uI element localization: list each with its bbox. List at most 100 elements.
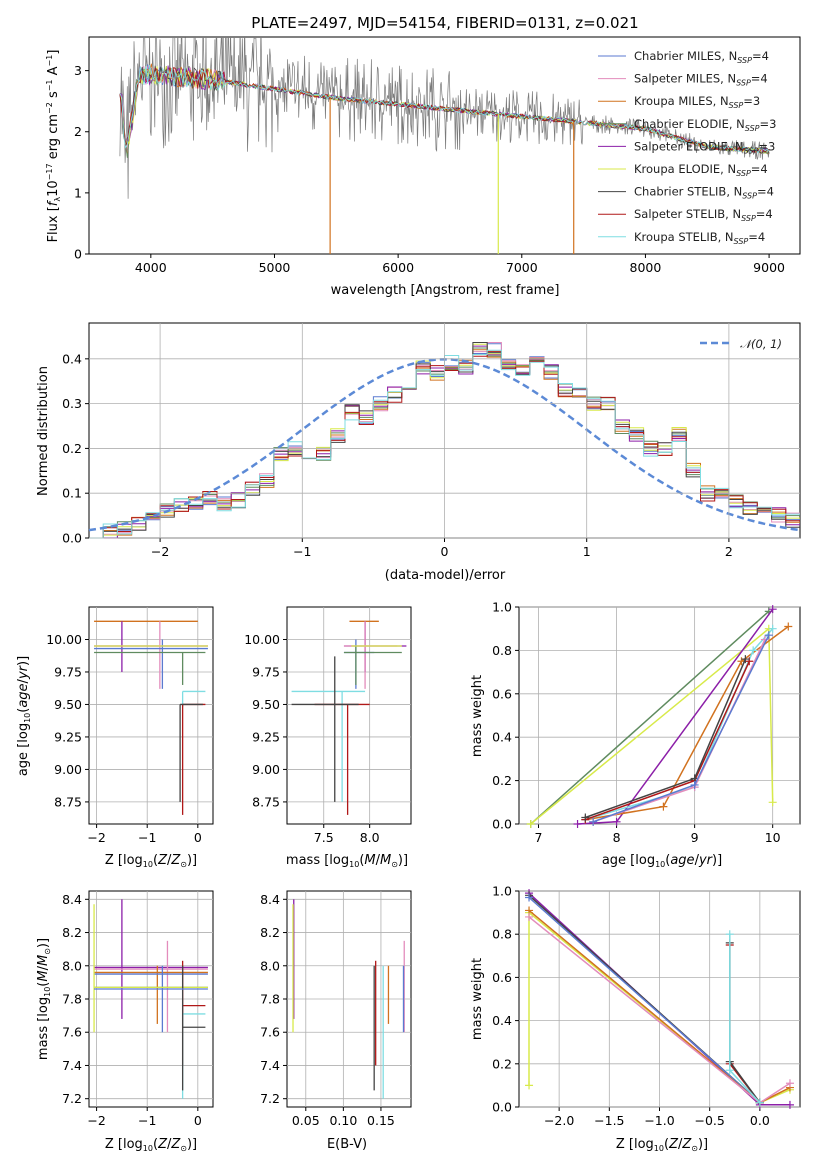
- tick-label-x: 4000: [135, 260, 167, 275]
- tick-label-y: 7.6: [260, 1025, 280, 1040]
- legend-label-2: Kroupa MILES, NSSP=3: [634, 94, 760, 110]
- mw-marker-5-0: [525, 912, 534, 921]
- tick-label-y: 9.25: [252, 729, 280, 744]
- spectrum-frame: [88, 36, 801, 255]
- legend-label-4: Salpeter ELODIE, NSSP=3: [634, 139, 775, 155]
- legend-label-0: Chabrier MILES, NSSP=4: [634, 49, 769, 65]
- tick-label-y: 7.2: [62, 1091, 82, 1106]
- mw-Z-xlabel: Z [log10(Z/Z⊙)]: [616, 1137, 708, 1153]
- mw-marker-4-3: [768, 624, 777, 633]
- tick-label-y: 7.2: [260, 1091, 280, 1106]
- tick-label-y: 8.75: [252, 794, 280, 809]
- mw-marker-5-2: [785, 1079, 794, 1088]
- age-mass-plot: 7.5 8.0 8.75 9.00 9.25 9.50 9.75 10.00: [244, 607, 411, 845]
- mw-marker-2-0: [573, 820, 582, 828]
- tick-label-x: 0: [194, 830, 202, 845]
- tick-label-x: 6000: [382, 260, 414, 275]
- mw-Z-plot: −2.0 −1.5 −1.0 −0.5 0.0 0.0 0.2 0.4 0.6 0.8 1.0: [492, 884, 800, 1128]
- tick-label-y: 8.4: [62, 892, 82, 907]
- histogram-ylabel: Normed distribution: [36, 366, 51, 496]
- legend-label-6: Chabrier STELIB, NSSP=4: [634, 185, 774, 201]
- spectrum-title: PLATE=2497, MJD=54154, FIBERID=0131, z=0…: [251, 14, 638, 32]
- mw-marker-1-0: [526, 820, 535, 828]
- residual-histogram-panel: −2 −1 0 1 2 0.0 0.1 0.2 0.3 0.4 (data-model)/erro…: [36, 322, 801, 583]
- tick-label-x: −1.5: [594, 1113, 624, 1128]
- mass-Z-ylabel: mass [log10(M/M⊙)]: [36, 938, 52, 1060]
- tick-label-y: 0.2: [492, 1056, 512, 1071]
- mw-marker-6-2: [741, 655, 750, 664]
- mw-line-2: [528, 896, 761, 1104]
- histogram-xlabel: (data-model)/error: [385, 568, 506, 583]
- tick-label-x: −0.5: [694, 1113, 724, 1128]
- mass-Z-xlabel: Z [log10(Z/Z⊙)]: [105, 1137, 197, 1153]
- tick-label-y: 8.75: [54, 794, 82, 809]
- tick-label-x: −2: [87, 1113, 105, 1128]
- mass-Z-plot: −2 −1 0 7.2 7.4 7.6 7.8 8.0 8.2 8.4: [62, 891, 213, 1128]
- tick-label-y: 9.00: [252, 762, 280, 777]
- mw-marker-3-3: [784, 622, 793, 631]
- tick-label-y: 1.0: [492, 600, 512, 615]
- legend-label-7: Salpeter STELIB, NSSP=4: [634, 207, 773, 223]
- legend-label-8: Kroupa STELIB, NSSP=4: [634, 230, 765, 246]
- tick-label-y: 0.2: [62, 441, 82, 456]
- tick-label-y: 9.50: [252, 697, 280, 712]
- tick-label-y: 1.0: [492, 884, 512, 899]
- tick-label-x: −1: [138, 1113, 156, 1128]
- tick-label-x: 8000: [630, 260, 662, 275]
- tick-label-y: 8.0: [62, 958, 82, 973]
- tick-label-y: 8.2: [62, 925, 82, 940]
- tick-label-y: 8.4: [260, 892, 280, 907]
- histogram-axes: −2 −1 0 1 2 0.0 0.1 0.2 0.3 0.4: [62, 323, 800, 559]
- mw-age-ylabel: mass weight: [470, 675, 485, 757]
- legend-normal-label: 𝒩(0, 1): [740, 337, 782, 351]
- mw-marker-3-1: [659, 802, 668, 811]
- age-vs-Z-panel: −2 −1 0 8.75 9.00 9.25 9.50 9.75 10.00 Z [log10(…: [16, 606, 214, 869]
- tick-label-x: 7: [535, 830, 543, 845]
- mass-weight-vs-age-panel: 7 8 9 10 0.0 0.2 0.4 0.6 0.8 1.0 age [log10(age/y…: [470, 600, 801, 869]
- age-mass-xlabel: mass [log10(M/M⊙)]: [286, 853, 408, 869]
- mw-age-plot: 7 8 9 10 0.0 0.2 0.4 0.6 0.8 1.0: [492, 600, 800, 845]
- tick-label-y: 0.8: [492, 927, 512, 942]
- tick-label-y: 7.8: [260, 992, 280, 1007]
- mass-ebv-xlabel: E(B-V): [327, 1137, 367, 1152]
- tick-label-x: 0: [194, 1113, 202, 1128]
- legend-label-3: Chabrier ELODIE, NSSP=3: [634, 117, 776, 133]
- mw-marker-8-0: [589, 817, 598, 826]
- tick-label-y: 8.0: [260, 958, 280, 973]
- tick-label-x: 0.15: [367, 1113, 395, 1128]
- tick-label-x: −2: [151, 544, 169, 559]
- mw-line-8: [592, 634, 770, 823]
- mass-vs-ebv-panel: 0.05 0.10 0.15 7.2 7.4 7.6 7.8 8.0 8.2 8.4 E(B-V): [260, 890, 412, 1152]
- tick-label-x: −1: [138, 830, 156, 845]
- tick-label-y: 7.4: [62, 1058, 82, 1073]
- tick-label-y: 3: [74, 63, 82, 78]
- tick-label-x: 2: [725, 544, 733, 559]
- tick-label-y: 0.4: [492, 1013, 512, 1028]
- tick-label-x: 1: [583, 544, 591, 559]
- mw-marker-2-0: [525, 893, 534, 902]
- spectrum-legend: Chabrier MILES, NSSP=4 Salpeter MILES, NS…: [598, 49, 776, 246]
- age-Z-plot: −2 −1 0 8.75 9.00 9.25 9.50 9.75 10.00: [46, 607, 213, 845]
- tick-label-y: 1: [74, 185, 82, 200]
- tick-label-x: 7.5: [314, 830, 334, 845]
- mw-age-xlabel: age [log10(age/yr)]: [602, 853, 722, 869]
- tick-label-x: 0.10: [329, 1113, 357, 1128]
- model-line-8: [119, 65, 770, 154]
- tick-label-y: 9.25: [54, 729, 82, 744]
- tick-label-x: 10: [765, 830, 781, 845]
- mw-line-8: [729, 934, 761, 1104]
- mw-line-6: [585, 658, 747, 819]
- tick-label-x: 8.0: [360, 830, 380, 845]
- tick-label-x: 0.0: [750, 1113, 770, 1128]
- tick-label-y: 9.75: [252, 664, 280, 679]
- legend-label-1: Salpeter MILES, NSSP=4: [634, 72, 768, 88]
- age-mass-frame: [286, 606, 412, 825]
- tick-label-x: 5000: [259, 260, 291, 275]
- spectrum-plot: [119, 37, 770, 254]
- mw-marker-0-2: [785, 1100, 794, 1109]
- tick-label-x: 8: [613, 830, 621, 845]
- age-Z-frame: [88, 606, 214, 825]
- mass-vs-Z-panel: −2 −1 0 7.2 7.4 7.6 7.8 8.0 8.2 8.4 Z [log10(Z/Z⊙…: [36, 890, 214, 1153]
- tick-label-y: 0.4: [492, 730, 512, 745]
- tick-label-y: 7.4: [260, 1058, 280, 1073]
